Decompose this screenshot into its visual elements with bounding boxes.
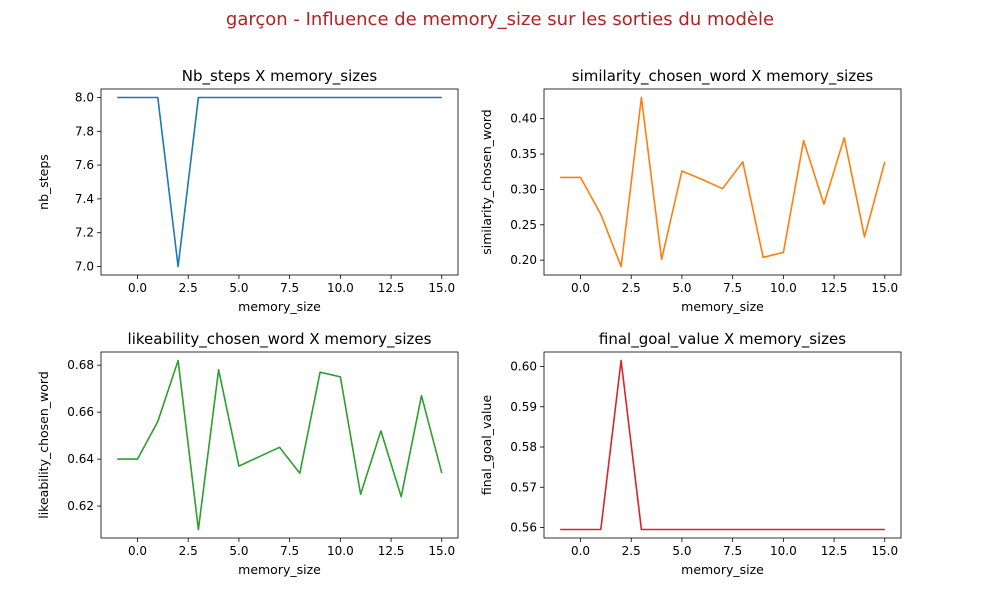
x-tick-label: 0.0	[128, 281, 147, 295]
subplot-title: similarity_chosen_word X memory_sizes	[572, 67, 874, 86]
x-tick-label: 15.0	[428, 544, 455, 558]
y-tick-label: 0.66	[67, 405, 94, 419]
y-axis-label: likeability_chosen_word	[36, 371, 51, 519]
x-axis-label: memory_size	[681, 562, 764, 577]
series-line	[117, 96, 442, 268]
y-tick-label: 0.20	[510, 253, 537, 267]
x-tick-label: 10.0	[327, 281, 354, 295]
axes-frame	[543, 351, 902, 539]
y-tick-label: 7.2	[75, 226, 94, 240]
subplot-1: Nb_steps X memory_sizes 0.0 2.5 5.0 7.5 10.0 1…	[36, 67, 459, 314]
x-tick-label: 0.0	[571, 281, 590, 295]
x-tick-label: 7.5	[280, 544, 299, 558]
y-tick-label: 0.62	[67, 499, 94, 513]
subplot-title: Nb_steps X memory_sizes	[182, 67, 378, 86]
x-tick-label: 12.5	[378, 281, 405, 295]
y-tick-label: 7.0	[75, 260, 94, 274]
series-line	[117, 359, 443, 531]
x-tick-label: 5.0	[229, 281, 248, 295]
series-line	[560, 96, 886, 268]
x-axis-label: memory_size	[238, 299, 321, 314]
axes-frame	[100, 351, 459, 539]
x-tick-label: 10.0	[770, 281, 797, 295]
x-tick-label: 2.5	[622, 281, 641, 295]
x-tick-label: 2.5	[622, 544, 641, 558]
y-tick-label: 0.30	[510, 182, 537, 196]
x-tick-label: 0.0	[571, 544, 590, 558]
x-tick-label: 15.0	[871, 544, 898, 558]
x-tick-label: 7.5	[723, 544, 742, 558]
y-tick-label: 0.68	[67, 358, 94, 372]
x-tick-label: 5.0	[229, 544, 248, 558]
series-line	[560, 359, 885, 531]
x-tick-label: 12.5	[821, 544, 848, 558]
x-tick-label: 2.5	[179, 281, 198, 295]
x-tick-label: 12.5	[378, 544, 405, 558]
y-tick-label: 0.56	[510, 521, 537, 535]
axes-frame	[543, 88, 902, 276]
x-tick-label: 5.0	[672, 281, 691, 295]
x-axis-label: memory_size	[238, 562, 321, 577]
axes-frame	[100, 88, 459, 276]
subplot-3: likeability_chosen_word X memory_sizes 0.…	[36, 330, 459, 577]
y-tick-label: 0.57	[510, 480, 537, 494]
x-tick-label: 5.0	[672, 544, 691, 558]
figure-title: garçon - Influence de memory_size sur le…	[225, 9, 775, 30]
x-tick-label: 2.5	[179, 544, 198, 558]
x-tick-label: 0.0	[128, 544, 147, 558]
y-tick-label: 0.59	[510, 400, 537, 414]
y-tick-label: 0.64	[67, 452, 94, 466]
x-axis-label: memory_size	[681, 299, 764, 314]
y-tick-label: 0.58	[510, 440, 537, 454]
y-tick-label: 8.0	[75, 90, 94, 104]
y-tick-label: 7.6	[75, 158, 94, 172]
subplot-2: similarity_chosen_word X memory_sizes 0.0…	[479, 67, 902, 314]
y-tick-label: 0.25	[510, 218, 537, 232]
x-tick-label: 15.0	[428, 281, 455, 295]
y-tick-label: 7.8	[75, 124, 94, 138]
subplot-title: likeability_chosen_word X memory_sizes	[128, 330, 432, 349]
x-tick-label: 10.0	[327, 544, 354, 558]
y-axis-label: similarity_chosen_word	[479, 109, 494, 254]
x-tick-label: 7.5	[723, 281, 742, 295]
x-tick-label: 15.0	[871, 281, 898, 295]
subplot-title: final_goal_value X memory_sizes	[599, 330, 846, 349]
subplot-4: final_goal_value X memory_sizes 0.0 2.5 5.0…	[479, 330, 902, 577]
y-tick-label: 0.35	[510, 147, 537, 161]
x-tick-label: 7.5	[280, 281, 299, 295]
y-tick-label: 7.4	[75, 192, 94, 206]
x-tick-label: 10.0	[770, 544, 797, 558]
y-tick-label: 0.40	[510, 112, 537, 126]
y-axis-label: final_goal_value	[479, 395, 494, 496]
y-tick-label: 0.60	[510, 359, 537, 373]
y-axis-label: nb_steps	[36, 154, 51, 210]
x-tick-label: 12.5	[821, 281, 848, 295]
